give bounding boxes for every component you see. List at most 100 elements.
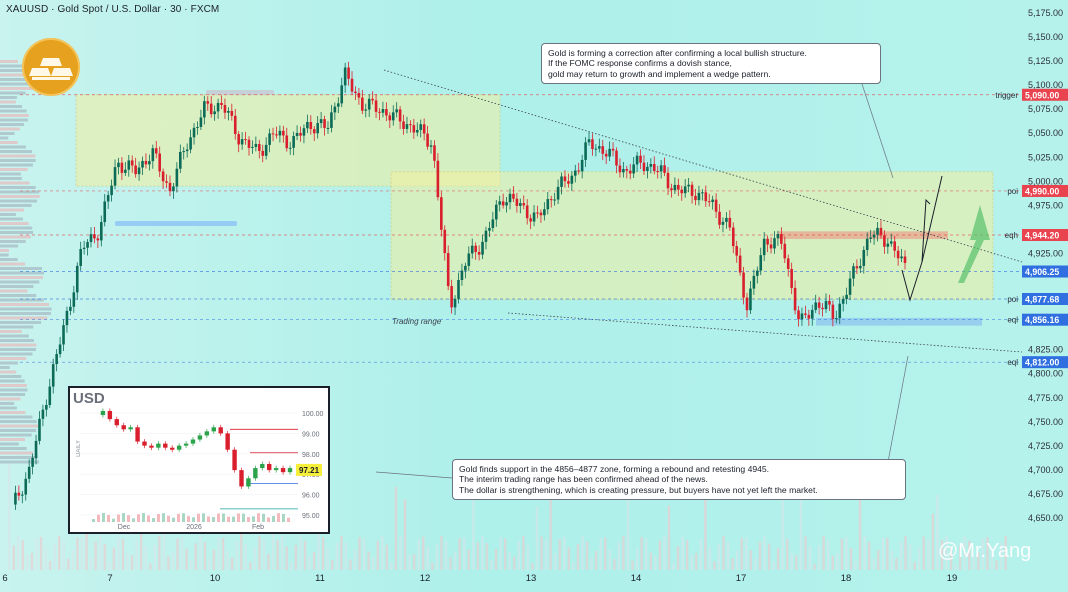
support-band (115, 220, 237, 226)
volume-profile-bar (0, 118, 28, 122)
candle-body (422, 124, 426, 134)
candle-body (852, 266, 855, 279)
inset-volume-bar (257, 513, 260, 522)
candle-body (17, 492, 21, 496)
x-tick-label: 13 (526, 573, 537, 584)
volume-bar (467, 549, 470, 570)
candle-body (470, 245, 474, 254)
volume-bar (344, 542, 348, 570)
candle-body (601, 146, 605, 154)
candle-body (484, 230, 488, 242)
volume-profile-bar (0, 357, 27, 360)
volume-bar (867, 542, 871, 570)
y-tick-label: 4,800.00 (1028, 369, 1063, 379)
volume-profile-bar (0, 352, 33, 356)
candle-body (419, 124, 423, 130)
volume-bar (444, 541, 448, 570)
volume-bar (626, 483, 630, 570)
eql-zone (816, 317, 982, 326)
y-tick-label: 4,700.00 (1028, 465, 1063, 475)
candle-body (55, 354, 58, 365)
volume-profile-bar (0, 87, 33, 90)
volume-bar (540, 536, 543, 570)
level-label: trigger (995, 91, 1018, 100)
volume-bar (412, 554, 416, 570)
candle-body (374, 100, 378, 112)
candle-body (45, 404, 48, 410)
volume-bar (585, 541, 589, 570)
inset-volume-bar (92, 519, 95, 522)
volume-bar (208, 559, 211, 570)
volume-bar (817, 545, 821, 570)
volume-profile-bar (0, 262, 26, 266)
candle-body (244, 139, 247, 141)
volume-profile-bar (0, 73, 37, 77)
volume-bar (667, 505, 671, 570)
volume-bar (904, 536, 907, 570)
volume-profile-bar (0, 307, 52, 311)
candle-body (86, 242, 89, 248)
candle-body (216, 102, 220, 112)
callout-pointer (887, 355, 909, 463)
candle-body (677, 184, 680, 190)
volume-bar (285, 546, 288, 570)
volume-profile-bar (0, 393, 26, 396)
candle-body (220, 102, 223, 106)
candle-body (625, 169, 629, 171)
volume-bar (440, 536, 443, 570)
candle-body (69, 306, 72, 311)
volume-bar (89, 558, 93, 570)
y-tick-label: 5,150.00 (1028, 32, 1063, 42)
candle-body (31, 457, 34, 467)
price-tag (1022, 356, 1068, 369)
volume-bar (872, 558, 875, 570)
candle-body (364, 109, 368, 111)
candle-body (721, 221, 725, 225)
candle-body (426, 133, 429, 147)
candle-body (577, 170, 581, 172)
volume-bar (513, 556, 516, 570)
inset-volume-bar (277, 513, 280, 522)
inset-volume-bar (97, 514, 100, 522)
candle-body (615, 150, 618, 166)
volume-bar (258, 536, 261, 570)
candle-body (106, 195, 110, 202)
inset-volume-bar (107, 514, 110, 522)
volume-bar (71, 550, 75, 570)
candle-body (494, 204, 498, 220)
candle-body (821, 307, 824, 310)
inset-candle-body (267, 464, 272, 471)
volume-bar (67, 558, 70, 570)
volume-bar (312, 551, 316, 570)
annotation-line: gold may return to growth and implement … (548, 68, 771, 79)
volume-profile-bar (0, 442, 19, 446)
volume-profile-bar (0, 321, 42, 324)
volume-bar (922, 536, 925, 570)
candle-body (464, 265, 467, 271)
annotation-line: Gold finds support in the 4856–4877 zone… (459, 464, 770, 474)
volume-bar (613, 558, 616, 570)
volume-bar (722, 536, 725, 570)
volume-bar (144, 546, 147, 570)
volume-profile-bar (0, 298, 44, 302)
volume-bar (481, 536, 484, 570)
candle-body (443, 229, 447, 254)
candle-body (357, 93, 361, 98)
candle-body (14, 492, 17, 505)
volume-profile-bar (0, 105, 23, 108)
candle-body (598, 146, 601, 149)
candle-body (285, 135, 289, 149)
candle-body (663, 165, 666, 173)
inset-x-tick: Dec (118, 524, 131, 531)
x-tick-label: 18 (841, 573, 852, 584)
candle-body (900, 256, 903, 259)
volume-bar (786, 538, 789, 570)
candle-body (515, 198, 519, 206)
candle-body (680, 189, 684, 194)
volume-bar (490, 560, 493, 570)
inset-candle-body (183, 443, 189, 446)
volume-bar (836, 552, 839, 570)
volume-bar (522, 536, 525, 570)
